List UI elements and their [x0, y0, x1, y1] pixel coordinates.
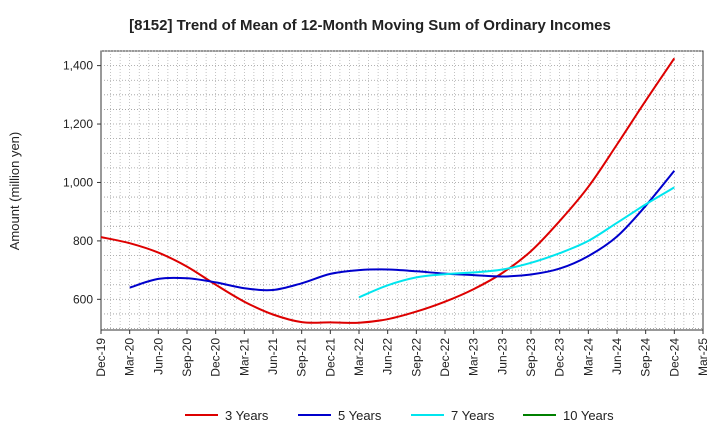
x-tick-label: Dec-22 [438, 338, 452, 377]
legend-label-3: 7 Years [451, 408, 495, 423]
x-tick-label: Mar-21 [237, 338, 251, 376]
x-tick-label: Sep-22 [409, 338, 423, 377]
x-tick-label: Dec-20 [209, 338, 223, 377]
x-tick-label: Sep-21 [295, 338, 309, 377]
x-tick-label: Jun-23 [495, 338, 509, 375]
y-tick-label: 1,000 [63, 175, 93, 189]
x-tick-label: Mar-20 [123, 338, 137, 376]
legend: 3 Years 5 Years 7 Years 10 Years [185, 408, 614, 423]
plot-area [100, 50, 704, 331]
y-tick-label: 1,400 [63, 59, 93, 73]
series-line-3 [358, 186, 675, 299]
x-tick-label: Jun-24 [610, 338, 624, 375]
x-tick-label: Dec-24 [667, 338, 681, 377]
x-tick-label: Dec-21 [323, 338, 337, 377]
x-tick-label: Sep-20 [180, 338, 194, 377]
chart-title: [8152] Trend of Mean of 12-Month Moving … [129, 17, 611, 34]
y-tick-label: 1,200 [63, 117, 93, 131]
x-tick-label: Mar-23 [467, 338, 481, 376]
grid-lines [101, 50, 703, 330]
y-axis-ticks: 600 800 1,000 1,200 1,400 [63, 59, 101, 306]
x-tick-label: Mar-25 [696, 338, 710, 376]
x-tick-label: Jun-22 [381, 338, 395, 375]
series-line-2 [129, 170, 676, 292]
x-axis-ticks: Dec-19 Mar-20 Jun-20 Sep-20 Dec-20 Mar-21 Jun-… [94, 330, 710, 377]
y-tick-label: 600 [73, 292, 93, 306]
x-tick-label: Mar-24 [581, 338, 595, 376]
series-layer [100, 57, 676, 324]
legend-label-4: 10 Years [563, 408, 614, 423]
y-axis-label: Amount (million yen) [7, 132, 22, 251]
x-tick-label: Dec-19 [94, 338, 108, 377]
legend-label-2: 5 Years [338, 408, 382, 423]
x-tick-label: Mar-22 [352, 338, 366, 376]
legend-label-1: 3 Years [225, 408, 269, 423]
y-tick-label: 800 [73, 234, 93, 248]
series-line-1 [100, 57, 676, 324]
x-tick-label: Sep-23 [524, 338, 538, 377]
x-tick-label: Sep-24 [639, 338, 653, 377]
plot-frame [100, 50, 704, 331]
x-tick-label: Jun-20 [151, 338, 165, 375]
x-tick-label: Jun-21 [266, 338, 280, 375]
x-tick-label: Dec-23 [553, 338, 567, 377]
